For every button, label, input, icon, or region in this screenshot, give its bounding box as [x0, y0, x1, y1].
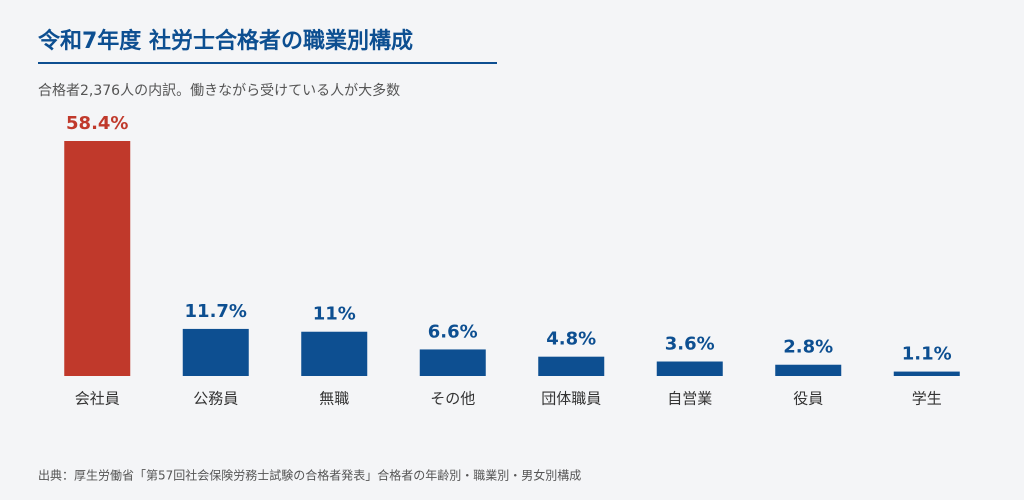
x-tick-label: 無職	[319, 390, 349, 408]
bar	[301, 331, 368, 376]
value-label: 4.8%	[546, 329, 596, 350]
x-tick-label: 団体職員	[541, 390, 601, 408]
x-tick-label: その他	[430, 390, 475, 408]
value-label: 58.4%	[66, 113, 128, 134]
x-tick-label: 学生	[912, 390, 942, 408]
bar	[893, 371, 960, 376]
bar	[182, 328, 249, 376]
value-label: 11.7%	[185, 301, 247, 322]
value-label: 6.6%	[428, 321, 478, 342]
bar	[538, 356, 605, 376]
value-label: 1.1%	[902, 344, 952, 365]
chart-title: 令和7年度 社労士合格者の職業別構成	[38, 28, 413, 54]
x-tick-label: 役員	[793, 390, 823, 408]
x-tick-label: 会社員	[75, 390, 120, 408]
chart-subtitle: 合格者2,376人の内訳。働きながら受けている人が大多数	[38, 82, 400, 99]
value-label: 11%	[313, 304, 356, 325]
bar	[419, 349, 486, 376]
source-note: 出典：厚生労働省「第57回社会保険労務士試験の合格者発表」合格者の年齢別・職業別…	[38, 468, 581, 483]
bar	[775, 364, 842, 376]
value-label: 3.6%	[665, 334, 715, 355]
bar	[64, 141, 131, 376]
x-tick-label: 公務員	[193, 390, 238, 408]
bar	[656, 361, 723, 376]
x-tick-label: 自営業	[667, 390, 712, 408]
value-label: 2.8%	[783, 337, 833, 358]
